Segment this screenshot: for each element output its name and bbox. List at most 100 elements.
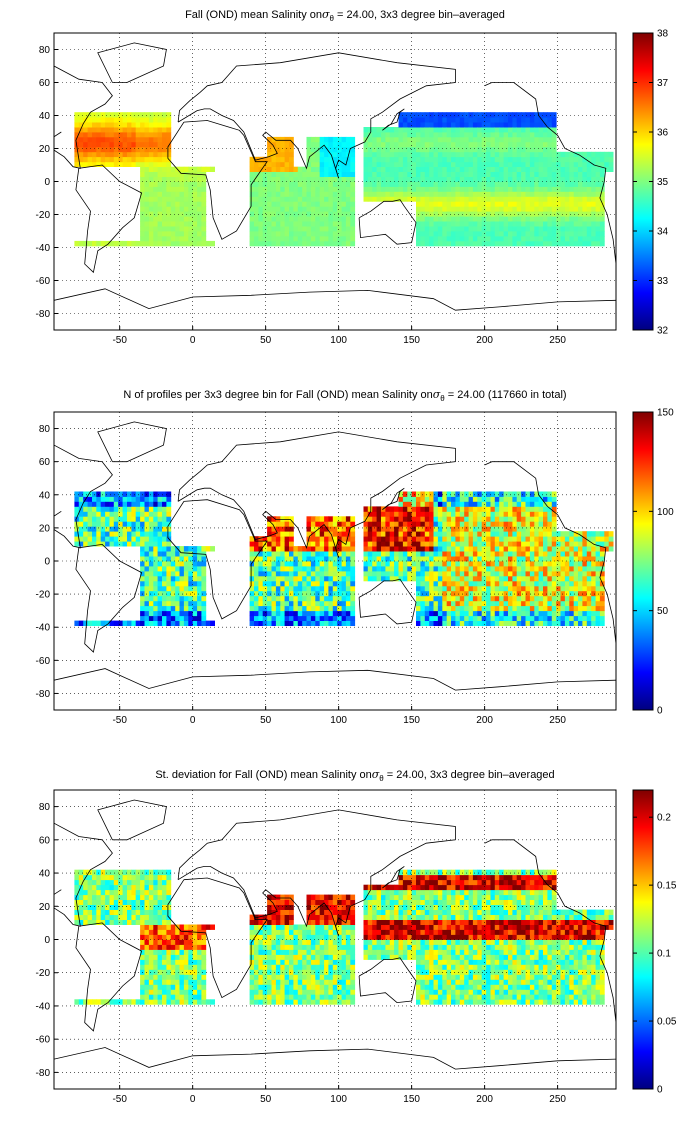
heatmap-cell [516, 117, 522, 123]
heatmap-cell [315, 176, 321, 182]
heatmap-cell [494, 561, 500, 567]
heatmap-cell [302, 561, 307, 567]
heatmap-cell [521, 191, 526, 197]
heatmap-cell [183, 226, 189, 232]
heatmap-cell [280, 556, 286, 562]
heatmap-cell [376, 546, 382, 552]
heatmap-cell [332, 206, 338, 212]
heatmap-cell [92, 122, 97, 128]
heatmap-cell [297, 556, 303, 562]
heatmap-cell [302, 240, 307, 247]
heatmap-cell [324, 181, 329, 187]
heatmap-cell [179, 181, 185, 187]
heatmap-cell [74, 136, 80, 143]
heatmap-cell [153, 206, 159, 212]
heatmap-cell [345, 585, 351, 592]
heatmap-cell [516, 615, 522, 621]
heatmap-cell [315, 551, 321, 557]
heatmap-cell [319, 231, 325, 237]
heatmap-cell [416, 620, 421, 626]
heatmap-cell [74, 501, 80, 507]
heatmap-cell [543, 181, 548, 187]
heatmap-cell [424, 151, 430, 158]
heatmap-cell [337, 196, 342, 202]
heatmap-cell [499, 506, 504, 512]
heatmap-cell [416, 156, 421, 163]
heatmap-cell [201, 191, 207, 197]
heatmap-cell [451, 516, 456, 522]
heatmap-cell [166, 236, 172, 242]
x-tick-label: 200 [476, 715, 493, 726]
heatmap-cell [521, 176, 526, 182]
heatmap-cell [83, 909, 88, 915]
heatmap-cell [560, 590, 566, 597]
heatmap-cell [249, 216, 255, 222]
heatmap-cell [153, 112, 159, 118]
heatmap-cell [543, 595, 548, 602]
heatmap-cell [573, 536, 579, 542]
heatmap-cell [170, 221, 176, 227]
heatmap-cell [332, 536, 338, 542]
heatmap-cell [472, 141, 478, 148]
heatmap-cell [306, 620, 312, 626]
heatmap-cell [573, 236, 579, 242]
heatmap-cell [442, 585, 448, 592]
heatmap-cell [109, 536, 115, 542]
heatmap-cell [429, 511, 434, 517]
heatmap-cell [306, 141, 312, 148]
heatmap-cell [508, 136, 513, 143]
heatmap-cell [140, 240, 145, 247]
heatmap-cell [201, 226, 207, 232]
colorbar-tick-label: 34 [657, 227, 669, 238]
heatmap-cell [87, 999, 93, 1005]
heatmap-cell [416, 590, 421, 597]
heatmap-cell [521, 536, 526, 542]
heatmap-cell [451, 570, 456, 577]
heatmap-cell [315, 186, 321, 192]
heatmap-cell [472, 122, 478, 128]
heatmap-cell [381, 556, 386, 562]
heatmap-cell [122, 914, 128, 920]
heatmap-cell [376, 561, 382, 567]
heatmap-cell [398, 176, 404, 182]
heatmap-cell [363, 132, 369, 138]
heatmap-cell [87, 919, 93, 925]
heatmap-cell [560, 541, 566, 547]
heatmap-cell [197, 221, 202, 227]
heatmap-cell [416, 186, 421, 192]
heatmap-cell [481, 156, 487, 163]
heatmap-cell [140, 186, 145, 192]
heatmap-cell [131, 146, 137, 153]
heatmap-cell [109, 521, 115, 527]
heatmap-cell [472, 132, 478, 138]
heatmap-cell [197, 615, 202, 621]
heatmap-cell [494, 521, 500, 527]
heatmap-cell [398, 156, 404, 163]
heatmap-cell [586, 240, 592, 247]
heatmap-cell [556, 600, 561, 607]
heatmap-cell [87, 526, 93, 532]
heatmap-cell [267, 526, 272, 532]
heatmap-cell [140, 156, 145, 163]
heatmap-cell [302, 171, 307, 177]
heatmap-cell [332, 561, 338, 567]
heatmap-cell [538, 141, 544, 148]
heatmap-cell [499, 117, 504, 123]
heatmap-cell [582, 551, 588, 557]
heatmap-cell [280, 580, 286, 587]
heatmap-cell [350, 156, 356, 163]
heatmap-cell [337, 176, 342, 182]
heatmap-cell [271, 610, 277, 617]
heatmap-cell [529, 620, 535, 626]
heatmap-cell [175, 580, 180, 587]
heatmap-cell [153, 610, 159, 617]
heatmap-cell [481, 590, 487, 597]
heatmap-cell [547, 610, 553, 617]
heatmap-cell [599, 541, 605, 547]
heatmap-cell [472, 536, 478, 542]
heatmap-cell [144, 216, 150, 222]
heatmap-cell [254, 206, 259, 212]
heatmap-cell [481, 491, 487, 497]
heatmap-cell [109, 501, 115, 507]
heatmap-cell [83, 884, 88, 891]
